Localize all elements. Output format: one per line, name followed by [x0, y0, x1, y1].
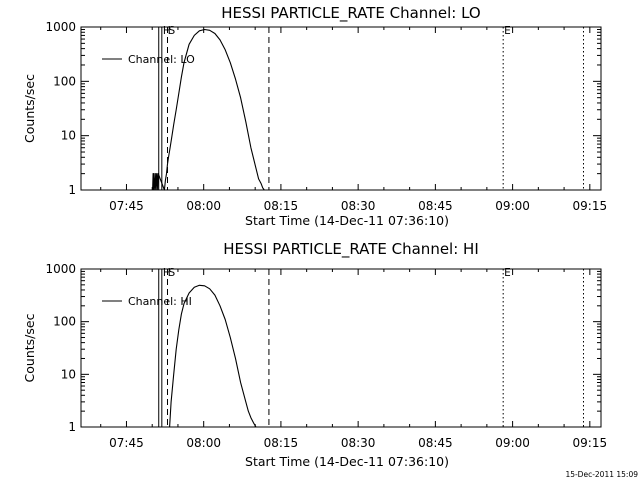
event-marker-label: S — [168, 267, 175, 279]
x-tick-label: 08:30 — [341, 436, 376, 450]
legend-label: Channel: HI — [128, 295, 192, 308]
y-tick-label: 1 — [68, 183, 76, 197]
x-tick-label: 09:00 — [495, 436, 530, 450]
x-tick-label: 09:00 — [495, 199, 530, 213]
series-line — [169, 284, 257, 428]
event-marker-label: E — [504, 25, 511, 37]
y-tick-label: 1000 — [45, 262, 76, 276]
plot-frame — [80, 268, 602, 428]
y-tick-label: 10 — [61, 129, 76, 143]
series-line — [152, 28, 265, 191]
y-tick-label: 1 — [68, 420, 76, 434]
x-tick-label: 08:00 — [186, 199, 221, 213]
event-marker-label: H — [163, 25, 171, 37]
chart-panel-0: HESSI PARTICLE_RATE Channel: LO 07:45 08:0… — [22, 4, 607, 228]
chart-title: HESSI PARTICLE_RATE Channel: LO — [221, 4, 480, 23]
x-tick-label: 07:45 — [109, 436, 144, 450]
event-marker-label: H — [163, 267, 171, 279]
x-tick-label: 09:15 — [573, 199, 608, 213]
chart-panel-1: HESSI PARTICLE_RATE Channel: HI 07:45 08:0… — [22, 240, 607, 469]
y-tick-label: 100 — [53, 315, 76, 329]
x-tick-label: 08:45 — [418, 199, 453, 213]
y-axis-label: Counts/sec — [22, 313, 37, 382]
legend-label: Channel: LO — [128, 53, 195, 66]
x-tick-label: 08:15 — [264, 199, 299, 213]
plot-frame — [80, 26, 602, 191]
x-tick-label: 09:15 — [573, 436, 608, 450]
y-tick-label: 10 — [61, 367, 76, 381]
x-tick-label: 07:45 — [109, 199, 144, 213]
x-tick-label: 08:45 — [418, 436, 453, 450]
x-axis-label: Start Time (14-Dec-11 07:36:10) — [245, 454, 449, 469]
event-marker-label: E — [504, 267, 511, 279]
y-tick-label: 1000 — [45, 20, 76, 34]
generation-timestamp: 15-Dec-2011 15:09 — [565, 470, 638, 479]
x-tick-label: 08:00 — [186, 436, 221, 450]
y-axis-label: Counts/sec — [22, 74, 37, 143]
event-marker-label: S — [168, 25, 175, 37]
x-tick-label: 08:30 — [341, 199, 376, 213]
chart-title: HESSI PARTICLE_RATE Channel: HI — [223, 240, 479, 259]
x-tick-label: 08:15 — [264, 436, 299, 450]
x-axis-label: Start Time (14-Dec-11 07:36:10) — [245, 213, 449, 228]
y-tick-label: 100 — [53, 74, 76, 88]
